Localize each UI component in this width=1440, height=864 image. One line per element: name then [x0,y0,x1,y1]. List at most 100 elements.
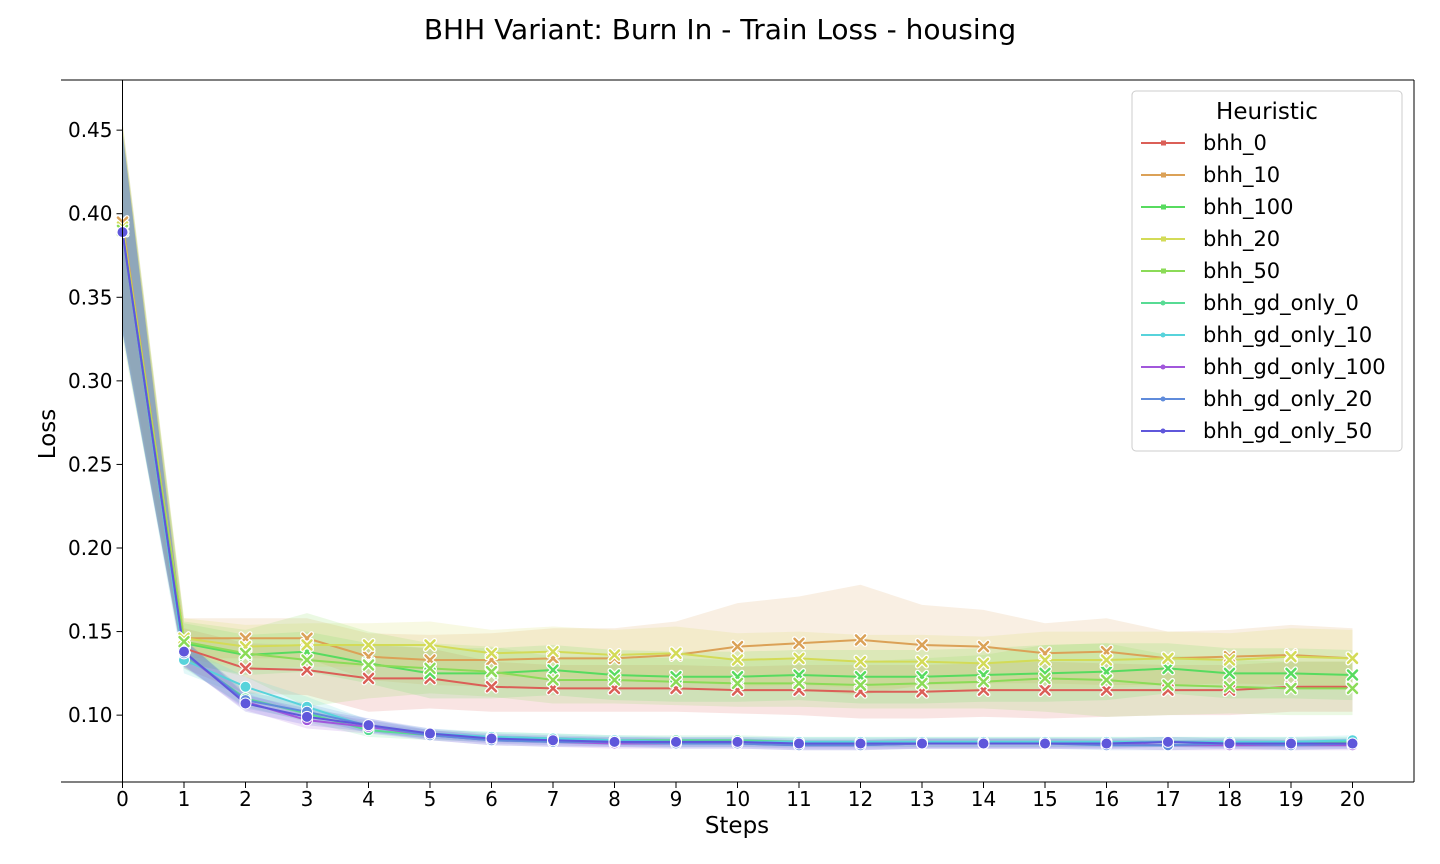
x-tick-label: 20 [1340,787,1365,811]
legend-item-bhh_gd_only_20: bhh_gd_only_20 [1141,387,1372,412]
point-bhh_50 [361,658,376,672]
x-tick-label: 2 [239,787,252,811]
marker-x [485,680,498,693]
point-bhh_gd_only_50 [178,645,190,658]
point-bhh_50 [730,676,745,691]
marker-x [731,654,744,666]
marker-x [854,655,867,668]
marker-x [1285,667,1297,680]
y-axis-label: Loss [35,409,61,459]
marker-x [1162,652,1174,665]
y-tick-label: 0.20 [68,536,113,560]
marker-x [977,657,990,670]
point-bhh_20 [915,654,929,669]
point-bhh_gd_only_50 [1223,737,1236,750]
point-bhh_20 [300,637,314,652]
legend-item-bhh_gd_only_50: bhh_gd_only_50 [1141,419,1372,444]
marker-x [1162,679,1174,691]
point-bhh_50 [1284,681,1298,696]
legend-label: bhh_100 [1203,195,1294,220]
chart-title: BHH Variant: Burn In - Train Loss - hous… [424,13,1016,46]
point-bhh_gd_only_50 [670,735,682,748]
point-bhh_gd_only_50 [1346,737,1359,750]
marker-x [1346,652,1359,665]
point-bhh_20 [607,647,622,662]
x-tick-label: 9 [670,787,683,811]
x-tick-label: 14 [971,787,996,811]
x-tick-label: 13 [909,787,934,811]
legend-label: bhh_gd_only_0 [1203,291,1359,316]
point-bhh_gd_only_50 [731,735,744,748]
point-bhh_gd_only_50 [1039,737,1051,750]
legend-item-bhh_gd_only_0: bhh_gd_only_0 [1141,291,1359,316]
marker-x [1039,672,1051,685]
x-tick-label: 5 [424,787,437,811]
x-tick-label: 8 [608,787,621,811]
legend-swatch-marker [1161,236,1166,242]
point-bhh_20 [361,637,376,652]
y-tick-label: 0.30 [68,369,113,393]
marker-x [362,639,375,651]
x-axis-label: Steps [705,813,769,839]
legend-swatch-marker [1160,428,1166,434]
point-bhh_20 [423,637,437,652]
legend-label: bhh_20 [1203,227,1280,252]
x-tick-label: 6 [485,787,498,811]
marker-x [916,639,928,651]
series-markers [115,215,1360,752]
x-tick-label: 0 [116,787,129,811]
marker-x [362,659,375,671]
point-bhh_50 [976,674,991,689]
marker-x [547,645,559,658]
point-bhh_20 [792,651,806,666]
x-tick-label: 3 [301,787,314,811]
marker-x [793,637,805,650]
legend-swatch-marker [1160,396,1166,402]
legend-swatch-marker [1160,332,1166,338]
legend-label: bhh_gd_only_20 [1203,387,1372,412]
legend-item-bhh_10: bhh_10 [1141,163,1280,188]
point-bhh_gd_only_50 [362,719,375,732]
point-bhh_50 [484,664,499,679]
point-bhh_gd_only_50 [485,732,498,745]
point-bhh_20 [853,654,868,669]
marker-x [239,662,252,675]
marker-x [670,647,682,660]
marker-x [670,675,682,688]
x-tick-label: 10 [725,787,750,811]
x-tick-label: 15 [1032,787,1057,811]
point-bhh_gd_only_50 [239,697,252,710]
point-bhh_0 [484,679,499,694]
legend: Heuristic bhh_0 bhh_10 bhh_100 bhh_20 bhh_50b… [1131,90,1403,452]
marker-x [1346,669,1359,681]
point-bhh_20 [1222,652,1237,667]
point-bhh_0 [238,661,253,676]
x-tick-label: 17 [1155,787,1180,811]
y-tick-label: 0.15 [68,620,113,644]
y-tick-label: 0.10 [68,703,113,727]
legend-swatch-marker [1160,300,1166,306]
point-bhh_20 [1161,651,1175,666]
x-tick-label: 18 [1217,787,1242,811]
point-bhh_50 [1161,678,1175,693]
x-tick-label: 11 [786,787,811,811]
band-bhh_20 [122,126,1353,691]
legend-swatch-marker [1160,364,1166,370]
point-bhh_gd_only_50 [854,737,867,750]
marker-x [1285,650,1297,663]
point-bhh_gd_only_50 [547,734,559,747]
marker-x [178,635,190,648]
legend-title: Heuristic [1216,99,1318,125]
point-bhh_100 [1161,661,1175,676]
point-bhh_gd_only_50 [301,710,313,723]
marker-x [1285,682,1297,695]
point-bhh_10 [730,639,745,654]
y-tick-label: 0.25 [68,452,113,476]
x-tick-label: 7 [547,787,560,811]
legend-swatch-marker [1161,268,1166,274]
y-tick-label: 0.40 [68,202,113,226]
point-bhh_100 [546,663,560,678]
marker-x [485,647,498,660]
point-bhh_gd_only_50 [424,727,436,740]
